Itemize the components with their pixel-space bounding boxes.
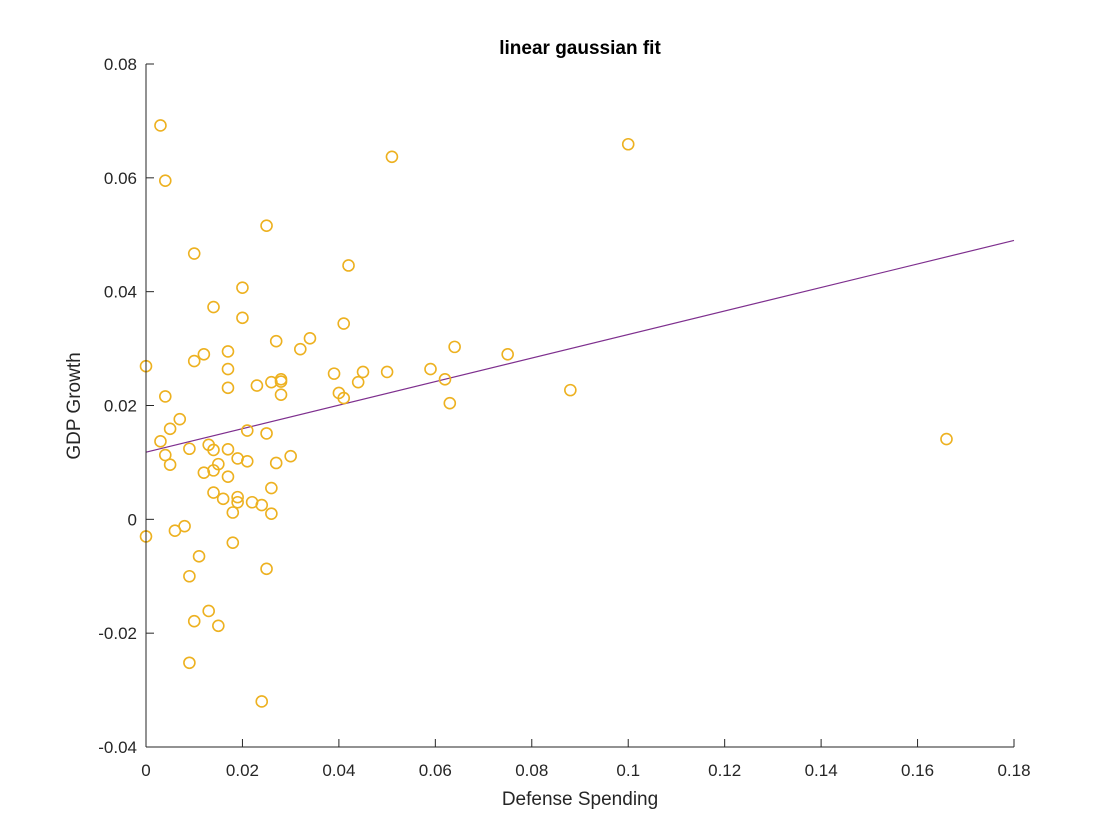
data-point: [221, 345, 235, 358]
data-point: [197, 347, 211, 361]
x-tick-label: 0.04: [322, 761, 355, 780]
data-point: [443, 396, 457, 410]
data-point: [221, 443, 235, 456]
data-point: [269, 334, 283, 348]
data-point: [207, 486, 220, 499]
x-tick-label: 0.14: [805, 761, 838, 780]
data-point: [207, 443, 220, 457]
data-point: [284, 449, 297, 463]
data-point: [154, 435, 167, 448]
x-tick-label: 0.08: [515, 761, 548, 780]
data-point: [163, 422, 177, 436]
data-point: [303, 332, 317, 345]
data-point: [192, 550, 206, 563]
data-point: [158, 390, 172, 403]
data-point: [183, 442, 196, 456]
data-point: [260, 219, 273, 232]
data-point: [231, 490, 244, 504]
x-tick-label: 0.06: [419, 761, 452, 780]
y-tick-label: 0.06: [104, 169, 137, 188]
data-point: [207, 300, 220, 314]
data-point: [154, 119, 167, 132]
y-tick-label: 0.04: [104, 283, 137, 302]
data-point: [236, 281, 249, 294]
data-point: [438, 373, 452, 386]
data-point: [240, 454, 254, 468]
data-point: [260, 427, 273, 440]
data-point: [274, 375, 288, 388]
data-point: [380, 365, 394, 379]
data-point: [294, 342, 307, 356]
data-point: [265, 507, 278, 520]
data-point: [212, 619, 225, 633]
data-point: [337, 391, 351, 405]
data-point: [168, 524, 182, 538]
data-point: [255, 498, 269, 512]
fit-line: [145, 239, 1015, 453]
data-point: [337, 317, 351, 330]
x-axis-ticks: 0 0.02 0.04 0.06 0.08 0.1 0.12 0.14 0.16 0.18: [141, 739, 1031, 780]
data-point: [197, 466, 211, 479]
data-point: [327, 367, 341, 380]
data-point: [221, 381, 235, 395]
data-point: [158, 174, 172, 187]
data-point: [183, 656, 196, 670]
data-point: [240, 424, 254, 437]
y-tick-label: -0.04: [98, 738, 137, 757]
y-axis-ticks: -0.04 -0.02 0 0.02 0.04 0.06 0.08: [98, 55, 154, 757]
data-point: [260, 562, 273, 576]
x-tick-label: 0.18: [997, 761, 1030, 780]
y-axis-label: GDP Growth: [64, 352, 85, 459]
data-point: [236, 311, 249, 325]
data-point: [621, 137, 635, 151]
y-tick-label: 0.02: [104, 397, 137, 416]
data-point: [163, 458, 177, 471]
data-point: [274, 388, 288, 401]
data-point: [216, 492, 230, 506]
data-point: [226, 536, 240, 549]
x-tick-label: 0: [141, 761, 150, 780]
chart-title: linear gaussian fit: [499, 38, 661, 59]
data-point: [187, 247, 201, 260]
data-point: [564, 383, 577, 397]
x-tick-label: 0.12: [708, 761, 741, 780]
data-point: [424, 362, 437, 376]
data-point: [265, 375, 278, 389]
data-point: [221, 470, 235, 483]
data-point: [269, 456, 283, 470]
data-point: [158, 448, 172, 462]
data-point: [231, 495, 244, 509]
y-tick-label: -0.02: [98, 624, 137, 643]
data-point: [342, 259, 355, 272]
data-point: [250, 379, 264, 392]
y-tick-label: 0: [128, 510, 137, 529]
data-point: [202, 604, 215, 618]
data-point: [940, 432, 953, 446]
data-point: [351, 375, 365, 389]
plot-area: [139, 119, 1015, 708]
data-point: [448, 340, 461, 354]
data-point: [255, 695, 269, 708]
y-tick-label: 0.08: [104, 55, 137, 74]
data-point: [187, 614, 201, 628]
data-point: [226, 506, 240, 519]
data-point: [265, 481, 278, 495]
data-point: [173, 412, 187, 426]
x-tick-label: 0.16: [901, 761, 934, 780]
data-point: [356, 365, 370, 379]
x-axis-label: Defense Spending: [502, 789, 658, 810]
data-point: [385, 150, 399, 164]
x-tick-label: 0.1: [616, 761, 640, 780]
data-point: [501, 347, 514, 361]
data-point: [183, 569, 196, 583]
x-tick-label: 0.02: [226, 761, 259, 780]
data-point: [221, 362, 235, 376]
data-point: [187, 354, 201, 368]
